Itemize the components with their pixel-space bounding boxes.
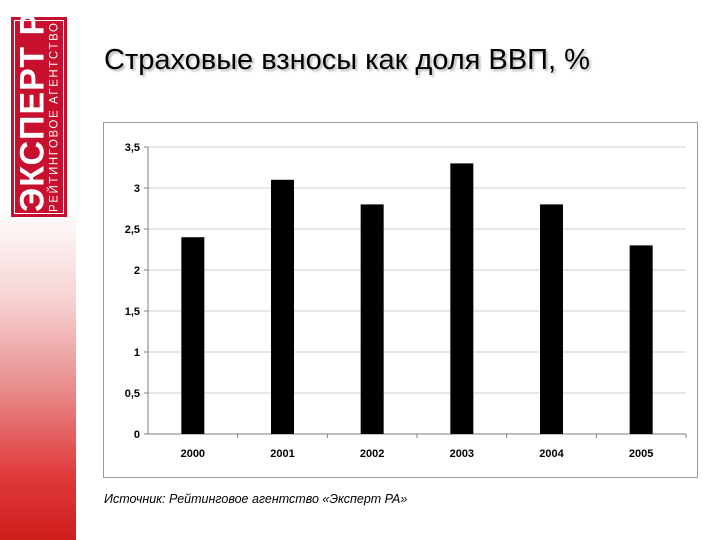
- logo-main-text: ЭКСПЕРТ РА: [13, 0, 52, 212]
- y-tick-label: 3,5: [125, 142, 140, 154]
- logo-text: ЭКСПЕРТ РА РЕЙТИНГОВОЕ АГЕНТСТВО: [13, 0, 62, 212]
- x-tick-label: 2001: [270, 448, 294, 460]
- y-tick-label: 1: [134, 347, 140, 359]
- logo-border: [14, 20, 64, 214]
- x-tick-label: 2004: [539, 448, 564, 460]
- y-tick-label: 2: [134, 265, 140, 277]
- bar-2000: [181, 237, 205, 434]
- y-tick-label: 0: [134, 429, 140, 441]
- y-tick-label: 1,5: [125, 306, 140, 318]
- slide-title: Страховые взносы как доля ВВП, %: [104, 44, 590, 76]
- sidebar-gradient: ЭКСПЕРТ РА РЕЙТИНГОВОЕ АГЕНТСТВО: [0, 0, 76, 540]
- bar-2004: [540, 204, 563, 434]
- y-tick-label: 3: [134, 183, 140, 195]
- bar-2005: [629, 245, 653, 434]
- x-tick-label: 2000: [181, 448, 205, 460]
- x-tick-label: 2005: [629, 448, 653, 460]
- y-tick-label: 0,5: [125, 388, 140, 400]
- expert-ra-logo: ЭКСПЕРТ РА РЕЙТИНГОВОЕ АГЕНТСТВО: [11, 0, 67, 217]
- x-tick-label: 2003: [450, 448, 474, 460]
- y-tick-label: 2,5: [125, 224, 140, 236]
- bar-chart: 0 0,5 1 1,5 2 2,5 3 3,5 2000 2001 2002 2003 2004 2005: [125, 142, 687, 460]
- bar-2003: [450, 163, 474, 434]
- bar-2001: [271, 179, 294, 434]
- logo-sub-text: РЕЙТИНГОВОЕ АГЕНТСТВО: [48, 21, 61, 212]
- bar-2002: [360, 204, 384, 434]
- x-tick-label: 2002: [360, 448, 384, 460]
- chart-frame: 0 0,5 1 1,5 2 2,5 3 3,5 2000 2001 2002 2003 2004 2005: [103, 122, 698, 478]
- source-note: Источник: Рейтинговое агентство «Эксперт…: [104, 492, 408, 506]
